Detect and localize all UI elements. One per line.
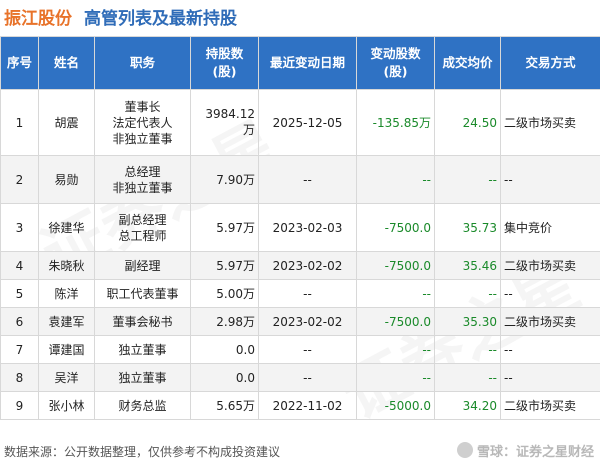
table-header-row: 序号 姓名 职务 持股数 (股) 最近变动日期 变动股数 (股) 成交均价 交易方式 (0, 36, 600, 90)
avg-price: -- (434, 335, 501, 364)
change-date: -- (258, 279, 357, 308)
executive-name: 吴洋 (38, 363, 95, 392)
row-index: 3 (0, 203, 39, 252)
page-header: 振江股份 高管列表及最新持股 (4, 2, 237, 30)
executive-position: 副总经理 总工程师 (94, 203, 191, 252)
data-source-note: 数据来源：公开数据整理，仅供参考不构成投资建议 (4, 444, 281, 459)
brand-label: 雪球：证券之星财经 (456, 440, 594, 460)
shares-held: 2.98万 (190, 307, 259, 336)
trade-method: 二级市场买卖 (500, 391, 600, 420)
row-index: 1 (0, 89, 39, 156)
executive-position: 财务总监 (94, 391, 191, 420)
company-name[interactable]: 振江股份 (4, 8, 72, 29)
table-row[interactable]: 1 胡震 董事长 法定代表人 非独立董事 3984.12万 2025-12-05 -135… (0, 89, 600, 156)
executive-position: 独立董事 (94, 363, 191, 392)
row-index: 7 (0, 335, 39, 364)
row-index: 5 (0, 279, 39, 308)
trade-method: -- (500, 363, 600, 392)
avg-price: -- (434, 155, 501, 204)
page-title: 高管列表及最新持股 (84, 8, 237, 29)
executive-name: 徐建华 (38, 203, 95, 252)
trade-method: -- (500, 335, 600, 364)
trade-method: -- (500, 155, 600, 204)
shares-changed: -- (356, 279, 435, 308)
executive-position: 董事长 法定代表人 非独立董事 (94, 89, 191, 156)
row-index: 6 (0, 307, 39, 336)
executives-table: 序号 姓名 职务 持股数 (股) 最近变动日期 变动股数 (股) 成交均价 交易方式 1 胡震董… (0, 36, 600, 420)
change-date: -- (258, 335, 357, 364)
table-row[interactable]: 7 谭建国 独立董事 0.0 -- -- -- -- (0, 335, 600, 364)
shares-changed: -- (356, 335, 435, 364)
shares-changed: -135.85万 (356, 89, 435, 156)
shares-changed: -7500.0 (356, 307, 435, 336)
avg-price: 35.46 (434, 251, 501, 280)
col-price-header[interactable]: 成交均价 (434, 36, 501, 90)
shares-held: 5.97万 (190, 203, 259, 252)
change-date: 2023-02-02 (258, 251, 357, 280)
table-row[interactable]: 3 徐建华 副总经理 总工程师 5.97万 2023-02-03 -7500.0 35.73… (0, 203, 600, 252)
executive-position: 独立董事 (94, 335, 191, 364)
col-method-header[interactable]: 交易方式 (500, 36, 600, 90)
change-date: 2023-02-03 (258, 203, 357, 252)
trade-method: 二级市场买卖 (500, 251, 600, 280)
change-date: 2025-12-05 (258, 89, 357, 156)
shares-held: 3984.12万 (190, 89, 259, 156)
snowball-logo-icon (456, 442, 473, 458)
shares-changed: -5000.0 (356, 391, 435, 420)
avg-price: -- (434, 279, 501, 308)
executive-name: 朱晓秋 (38, 251, 95, 280)
shares-held: 5.97万 (190, 251, 259, 280)
executive-position: 副经理 (94, 251, 191, 280)
row-index: 2 (0, 155, 39, 204)
executive-position: 职工代表董事 (94, 279, 191, 308)
executive-name: 陈洋 (38, 279, 95, 308)
avg-price: 35.73 (434, 203, 501, 252)
shares-held: 5.00万 (190, 279, 259, 308)
change-date: -- (258, 155, 357, 204)
shares-held: 7.90万 (190, 155, 259, 204)
col-name-header[interactable]: 姓名 (38, 36, 95, 90)
trade-method: 二级市场买卖 (500, 307, 600, 336)
col-shares-header[interactable]: 持股数 (股) (190, 36, 259, 90)
table-row[interactable]: 4 朱晓秋 副经理 5.97万 2023-02-02 -7500.0 35.46 二级市场买卖 (0, 251, 600, 280)
executive-position: 董事会秘书 (94, 307, 191, 336)
shares-held: 0.0 (190, 363, 259, 392)
change-date: -- (258, 363, 357, 392)
row-index: 9 (0, 391, 39, 420)
shares-changed: -- (356, 155, 435, 204)
trade-method: -- (500, 279, 600, 308)
trade-method: 二级市场买卖 (500, 89, 600, 156)
table-row[interactable]: 9 张小林 财务总监 5.65万 2022-11-02 -5000.0 34.20 二级市场买… (0, 391, 600, 420)
shares-held: 0.0 (190, 335, 259, 364)
brand-text: 雪球：证券之星财经 (476, 444, 594, 460)
col-index-header[interactable]: 序号 (0, 36, 39, 90)
col-change-header[interactable]: 变动股数 (股) (356, 36, 435, 90)
col-date-header[interactable]: 最近变动日期 (258, 36, 357, 90)
table-row[interactable]: 8 吴洋 独立董事 0.0 -- -- -- -- (0, 363, 600, 392)
executive-name: 易勋 (38, 155, 95, 204)
executive-position: 总经理 非独立董事 (94, 155, 191, 204)
change-date: 2022-11-02 (258, 391, 357, 420)
avg-price: 24.50 (434, 89, 501, 156)
table-row[interactable]: 6 袁建军 董事会秘书 2.98万 2023-02-02 -7500.0 35.30 二级市场… (0, 307, 600, 336)
shares-changed: -7500.0 (356, 203, 435, 252)
table-row[interactable]: 2 易勋 总经理 非独立董事 7.90万 -- -- -- -- (0, 155, 600, 204)
change-date: 2023-02-02 (258, 307, 357, 336)
executive-name: 张小林 (38, 391, 95, 420)
shares-held: 5.65万 (190, 391, 259, 420)
shares-changed: -- (356, 363, 435, 392)
row-index: 8 (0, 363, 39, 392)
executive-name: 袁建军 (38, 307, 95, 336)
avg-price: 35.30 (434, 307, 501, 336)
avg-price: 34.20 (434, 391, 501, 420)
shares-changed: -7500.0 (356, 251, 435, 280)
avg-price: -- (434, 363, 501, 392)
executive-name: 胡震 (38, 89, 95, 156)
row-index: 4 (0, 251, 39, 280)
col-position-header[interactable]: 职务 (94, 36, 191, 90)
executive-name: 谭建国 (38, 335, 95, 364)
table-row[interactable]: 5 陈洋 职工代表董事 5.00万 -- -- -- -- (0, 279, 600, 308)
trade-method: 集中竞价 (500, 203, 600, 252)
